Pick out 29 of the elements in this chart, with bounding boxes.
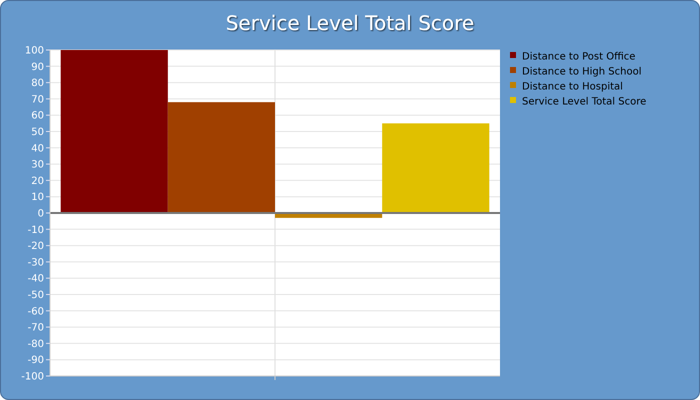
y-tick-label: 60 xyxy=(31,110,44,122)
y-tick-label: 20 xyxy=(31,176,44,187)
y-tick-label: 50 xyxy=(31,127,44,138)
legend-label: Service Level Total Score xyxy=(522,96,646,108)
chart-title: Service Level Total Score xyxy=(226,11,474,35)
y-tick-label: 30 xyxy=(31,160,44,171)
y-tick-label: -60 xyxy=(28,306,44,318)
y-tick-label: 90 xyxy=(31,62,44,73)
bar xyxy=(168,102,275,213)
y-tick-label: 70 xyxy=(31,94,44,106)
bar xyxy=(60,50,168,213)
legend-label: Distance to Post Office xyxy=(522,52,636,62)
y-tick-label: -40 xyxy=(28,274,44,285)
y-tick-label: -100 xyxy=(21,372,44,382)
y-tick-label: -10 xyxy=(28,224,44,236)
y-tick-label: -70 xyxy=(28,322,44,334)
legend-label: Distance to High School xyxy=(522,66,642,78)
y-tick-label: 10 xyxy=(31,192,44,204)
y-tick-label: -30 xyxy=(28,257,44,268)
y-tick-label: 100 xyxy=(24,46,44,56)
y-tick-label: -20 xyxy=(28,241,44,252)
bar xyxy=(382,123,490,213)
y-tick-label: -50 xyxy=(28,290,44,301)
y-tick-label: 40 xyxy=(31,143,44,154)
legend-label: Distance to Hospital xyxy=(522,82,623,92)
y-tick-label: -90 xyxy=(28,355,44,366)
y-tick-label: 80 xyxy=(31,78,44,90)
y-tick-label: -80 xyxy=(28,338,44,350)
y-tick-label: 0 xyxy=(38,208,44,220)
